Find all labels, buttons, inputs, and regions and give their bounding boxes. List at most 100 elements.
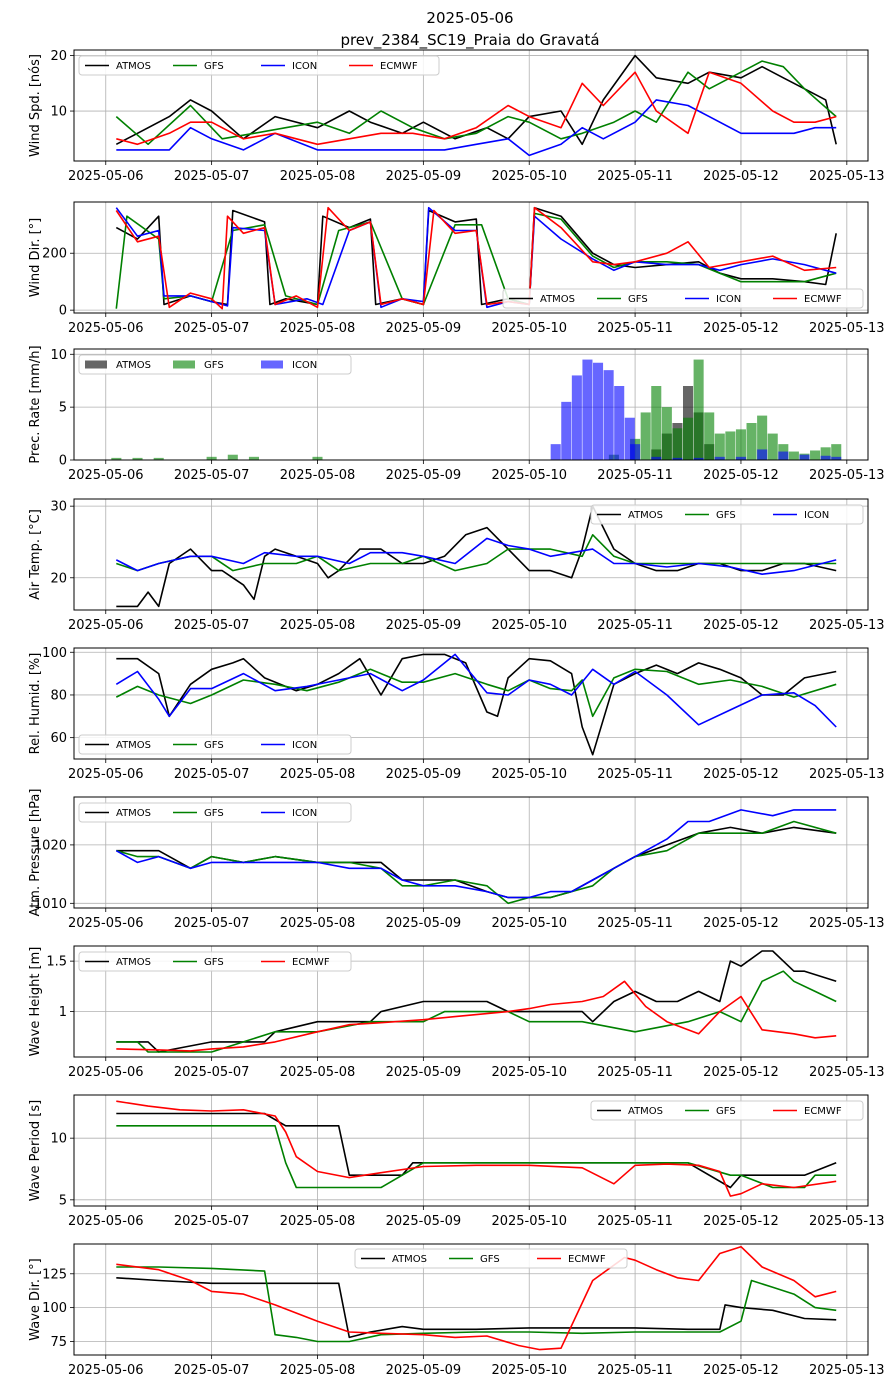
legend-label: ECMWF bbox=[804, 294, 842, 305]
x-tick-label: 2025-05-06 bbox=[68, 321, 144, 336]
y-axis-label: Rel. Humid. [%] bbox=[28, 653, 43, 755]
panel-3: 2025-05-06 2025-05-07 2025-05-08 2025-05-09… bbox=[28, 345, 885, 483]
bar-gfs bbox=[704, 412, 715, 460]
x-tick-label: 2025-05-09 bbox=[386, 618, 462, 633]
x-tick-label: 2025-05-10 bbox=[491, 1363, 567, 1378]
chart-panels: 2025-05-06 2025-05-07 2025-05-08 2025-05-09… bbox=[28, 49, 885, 1378]
legend-label: ATMOS bbox=[116, 957, 151, 968]
x-tick-label: 2025-05-09 bbox=[386, 321, 462, 336]
bar-icon bbox=[561, 401, 572, 460]
y-axis-label: Air Temp. [°C] bbox=[28, 509, 43, 600]
legend-box bbox=[78, 354, 352, 375]
x-tick-label: 2025-05-12 bbox=[703, 1363, 779, 1378]
plot-area bbox=[116, 1100, 837, 1197]
x-tick-label: 2025-05-07 bbox=[174, 1065, 250, 1080]
bar-gfs bbox=[227, 454, 238, 460]
axes-frame bbox=[73, 796, 869, 909]
legend-box bbox=[78, 951, 352, 972]
bar-icon bbox=[820, 455, 831, 460]
bar-gfs bbox=[810, 450, 821, 460]
axes-frame bbox=[73, 1094, 869, 1207]
plot-area bbox=[116, 950, 837, 1053]
y-tick-label: 20 bbox=[50, 571, 67, 586]
panel-6: 2025-05-06 2025-05-07 2025-05-08 2025-05-09… bbox=[28, 789, 885, 931]
legend-box bbox=[354, 1248, 628, 1269]
series-line-icon bbox=[115, 653, 837, 728]
x-tick-label: 2025-05-09 bbox=[386, 767, 462, 782]
legend-label: ICON bbox=[804, 510, 829, 521]
series-line-ecmwf bbox=[116, 1100, 837, 1197]
bar-icon bbox=[735, 456, 746, 460]
bar-gfs bbox=[608, 454, 619, 460]
legend-label: ECMWF bbox=[804, 1106, 842, 1117]
bar-gfs bbox=[640, 412, 651, 460]
legend-label: GFS bbox=[204, 61, 224, 72]
bar-gfs bbox=[682, 417, 694, 460]
legend-label: ICON bbox=[292, 808, 317, 819]
x-tick-label: 2025-05-12 bbox=[703, 1214, 779, 1229]
series-line-gfs bbox=[116, 820, 837, 905]
legend-label: GFS bbox=[628, 294, 648, 305]
legend-label: ICON bbox=[716, 294, 741, 305]
x-tick-label: 2025-05-13 bbox=[809, 169, 885, 184]
panel-8: 2025-05-06 2025-05-07 2025-05-08 2025-05-09… bbox=[28, 1094, 885, 1229]
series-line-ecmwf bbox=[116, 71, 837, 146]
series-line-atmos bbox=[116, 1112, 837, 1189]
x-tick-label: 2025-05-06 bbox=[68, 1214, 144, 1229]
legend: ATMOS GFS ECMWF bbox=[354, 1248, 628, 1269]
bar-icon bbox=[630, 444, 641, 460]
x-tick-label: 2025-05-10 bbox=[491, 321, 567, 336]
panel-5: 2025-05-06 2025-05-07 2025-05-08 2025-05-09… bbox=[28, 646, 885, 782]
x-tick-label: 2025-05-09 bbox=[386, 468, 462, 483]
y-axis-label: Atm. Pressure [hPa] bbox=[28, 789, 43, 917]
bar-gfs bbox=[248, 456, 260, 460]
legend-label: GFS bbox=[204, 360, 224, 371]
legend-box bbox=[502, 288, 864, 309]
x-tick-label: 2025-05-11 bbox=[597, 1214, 673, 1229]
x-tick-label: 2025-05-07 bbox=[174, 321, 250, 336]
series-line-ecmwf bbox=[116, 1245, 837, 1351]
legend-label: GFS bbox=[204, 808, 224, 819]
x-tick-label: 2025-05-11 bbox=[597, 468, 673, 483]
legend: ATMOS GFS ICON bbox=[590, 504, 864, 525]
legend-label: ECMWF bbox=[380, 61, 418, 72]
y-tick-label: 60 bbox=[50, 731, 67, 746]
series-line-ecmwf bbox=[115, 206, 837, 310]
y-axis-label: Wave Height [m] bbox=[28, 947, 43, 1057]
x-tick-label: 2025-05-08 bbox=[280, 321, 356, 336]
x-tick-label: 2025-05-08 bbox=[280, 1065, 356, 1080]
x-tick-label: 2025-05-12 bbox=[703, 169, 779, 184]
legend-swatch bbox=[173, 360, 195, 369]
x-tick-label: 2025-05-08 bbox=[280, 767, 356, 782]
legend: ATMOS GFS ICON ECMWF bbox=[502, 288, 864, 309]
bar-gfs bbox=[111, 457, 122, 460]
x-tick-label: 2025-05-10 bbox=[491, 767, 567, 782]
legend-label: GFS bbox=[204, 957, 224, 968]
panel-2: 2025-05-06 2025-05-07 2025-05-08 2025-05-09… bbox=[28, 201, 885, 336]
bar-gfs bbox=[831, 444, 842, 460]
y-tick-label: 1020 bbox=[34, 838, 67, 853]
x-tick-label: 2025-05-13 bbox=[809, 618, 885, 633]
x-tick-label: 2025-05-06 bbox=[68, 1065, 144, 1080]
y-tick-label: 100 bbox=[42, 1301, 67, 1316]
y-axis-label: Wind Spd. [nós] bbox=[28, 54, 43, 157]
bar-icon bbox=[582, 359, 593, 460]
y-tick-label: 1010 bbox=[34, 897, 67, 912]
series-line-ecmwf bbox=[116, 980, 837, 1052]
x-tick-label: 2025-05-06 bbox=[68, 1363, 144, 1378]
y-tick-label: 10 bbox=[50, 1132, 67, 1147]
x-tick-label: 2025-05-07 bbox=[174, 1214, 250, 1229]
x-tick-label: 2025-05-09 bbox=[386, 916, 462, 931]
bar-icon bbox=[693, 457, 704, 460]
x-tick-label: 2025-05-13 bbox=[809, 1363, 885, 1378]
bar-icon bbox=[603, 370, 614, 460]
bar-icon bbox=[571, 375, 582, 460]
y-tick-label: 1.5 bbox=[46, 955, 67, 970]
legend-label: GFS bbox=[716, 510, 736, 521]
x-tick-label: 2025-05-06 bbox=[68, 767, 144, 782]
x-tick-label: 2025-05-08 bbox=[280, 468, 356, 483]
x-tick-label: 2025-05-11 bbox=[597, 767, 673, 782]
x-tick-label: 2025-05-08 bbox=[280, 916, 356, 931]
plot-area bbox=[115, 653, 837, 756]
